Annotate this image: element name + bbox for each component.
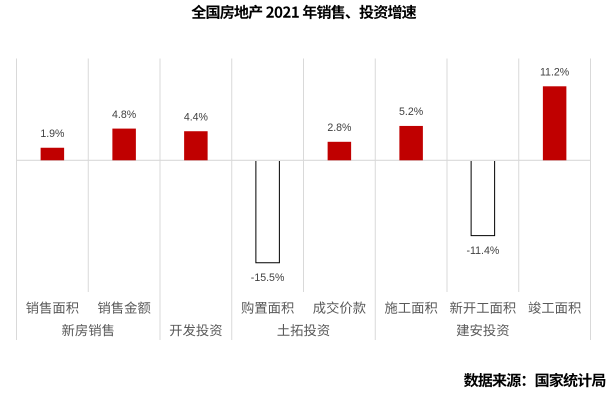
svg-text:-11.4%: -11.4% [467,245,500,257]
svg-text:1.9%: 1.9% [40,128,65,140]
svg-text:11.2%: 11.2% [540,67,570,79]
svg-text:4.8%: 4.8% [112,109,137,121]
svg-text:-15.5%: -15.5% [251,272,285,284]
svg-text:5.2%: 5.2% [399,106,424,118]
svg-text:2.8%: 2.8% [327,122,352,134]
svg-text:4.4%: 4.4% [184,111,209,123]
